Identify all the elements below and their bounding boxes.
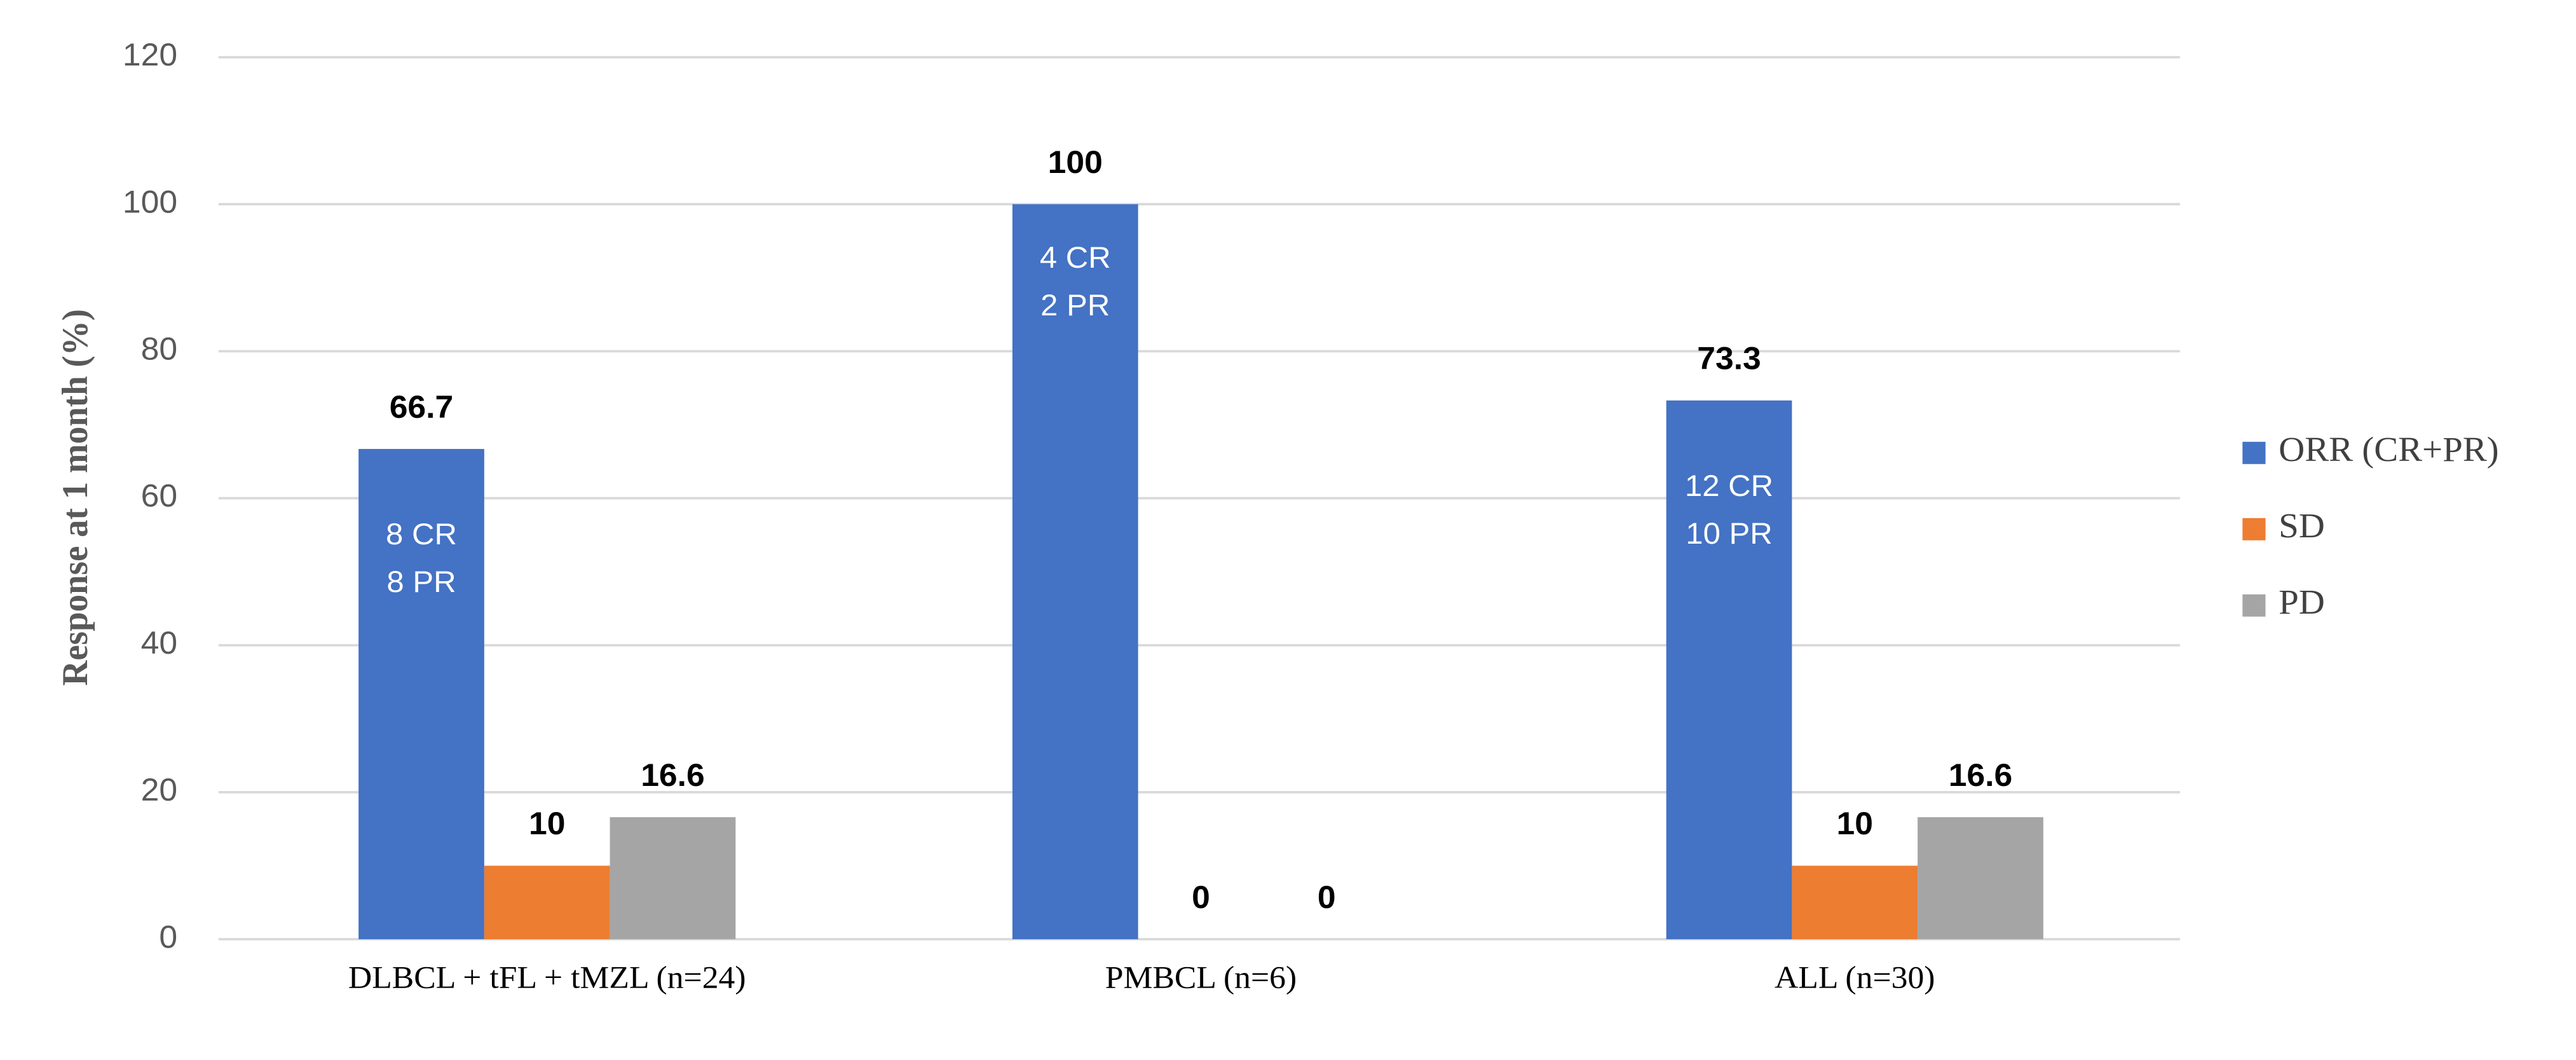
value-label: 16.6 bbox=[641, 757, 705, 793]
x-tick-label: DLBCL + tFL + tMZL (n=24) bbox=[348, 960, 746, 995]
bar bbox=[484, 865, 610, 940]
x-tick-label: PMBCL (n=6) bbox=[1105, 960, 1297, 995]
x-tick-label: ALL (n=30) bbox=[1775, 960, 1935, 995]
bar bbox=[1012, 204, 1138, 940]
bar bbox=[358, 449, 484, 940]
value-label: 0 bbox=[1318, 879, 1336, 915]
bar-annotation: 8 PR bbox=[386, 565, 456, 599]
legend-swatch bbox=[2242, 518, 2266, 540]
value-label: 100 bbox=[1048, 144, 1103, 180]
y-tick-label: 40 bbox=[141, 625, 177, 661]
bar-annotation: 8 CR bbox=[386, 518, 457, 551]
y-tick-label: 60 bbox=[141, 478, 177, 514]
value-label: 16.6 bbox=[1949, 757, 2013, 793]
legend-swatch bbox=[2242, 594, 2266, 617]
value-label: 10 bbox=[529, 806, 565, 841]
bar-annotation: 12 CR bbox=[1685, 469, 1773, 503]
bar bbox=[1792, 865, 1918, 940]
value-label: 10 bbox=[1837, 806, 1873, 841]
value-label: 0 bbox=[1192, 879, 1210, 915]
value-label: 73.3 bbox=[1697, 340, 1761, 376]
bar-annotation: 2 PR bbox=[1040, 289, 1110, 322]
bar-annotation: 4 CR bbox=[1040, 241, 1111, 275]
bar-annotation: 10 PR bbox=[1686, 516, 1772, 550]
y-tick-label: 20 bbox=[141, 772, 177, 808]
y-tick-label: 100 bbox=[123, 184, 177, 219]
bar bbox=[610, 817, 736, 940]
y-axis-title: Response at 1 month (%) bbox=[55, 309, 95, 685]
legend-label: ORR (CR+PR) bbox=[2279, 430, 2498, 469]
legend-label: PD bbox=[2279, 583, 2325, 622]
bar bbox=[1918, 817, 2043, 940]
legend-label: SD bbox=[2279, 507, 2325, 546]
y-tick-label: 80 bbox=[141, 331, 177, 366]
y-tick-label: 120 bbox=[123, 37, 177, 72]
value-label: 66.7 bbox=[390, 389, 454, 425]
y-tick-label: 0 bbox=[159, 919, 177, 954]
legend-swatch bbox=[2242, 441, 2266, 464]
bar bbox=[1666, 400, 1792, 940]
